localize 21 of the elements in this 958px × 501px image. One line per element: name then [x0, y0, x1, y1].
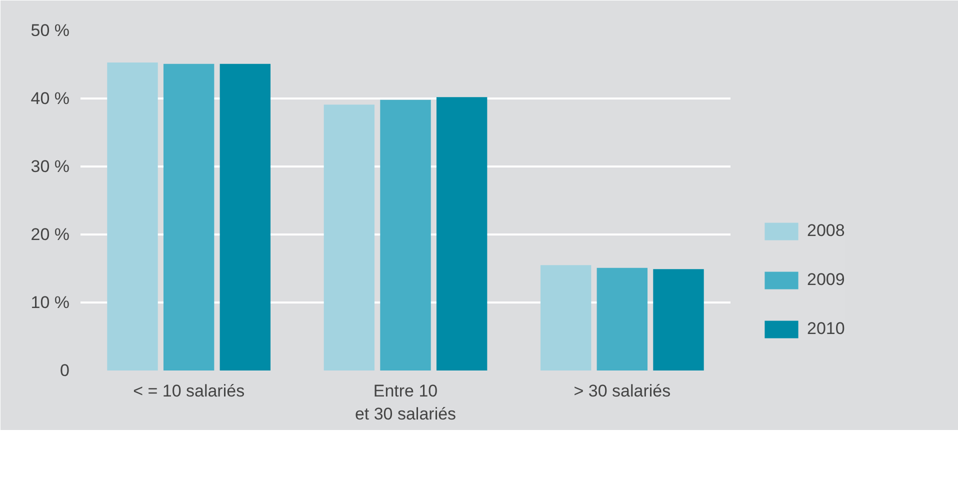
bar — [324, 104, 375, 370]
legend-label: 2008 — [807, 221, 845, 241]
x-tick-label: Entre 10 et 30 salariés — [354, 382, 456, 424]
y-tick-label: 30 % — [30, 157, 70, 176]
y-tick-label: 0 — [60, 361, 70, 380]
legend-label: 2010 — [807, 319, 845, 339]
bar — [107, 62, 158, 370]
bar — [163, 64, 214, 370]
bar — [380, 100, 431, 370]
bar — [540, 265, 592, 370]
bar — [653, 269, 704, 370]
legend-label: 2009 — [807, 270, 845, 290]
y-tick-label: 10 % — [30, 293, 70, 312]
x-tick-label: < = 10 salariés — [133, 382, 245, 400]
y-tick-label: 40 % — [30, 89, 70, 108]
bar — [436, 97, 488, 370]
y-tick-label: 50 % — [30, 21, 70, 40]
bar — [596, 268, 648, 370]
x-tick-label: > 30 salariés — [574, 382, 671, 400]
bar — [220, 64, 271, 370]
y-tick-label: 20 % — [30, 225, 70, 244]
